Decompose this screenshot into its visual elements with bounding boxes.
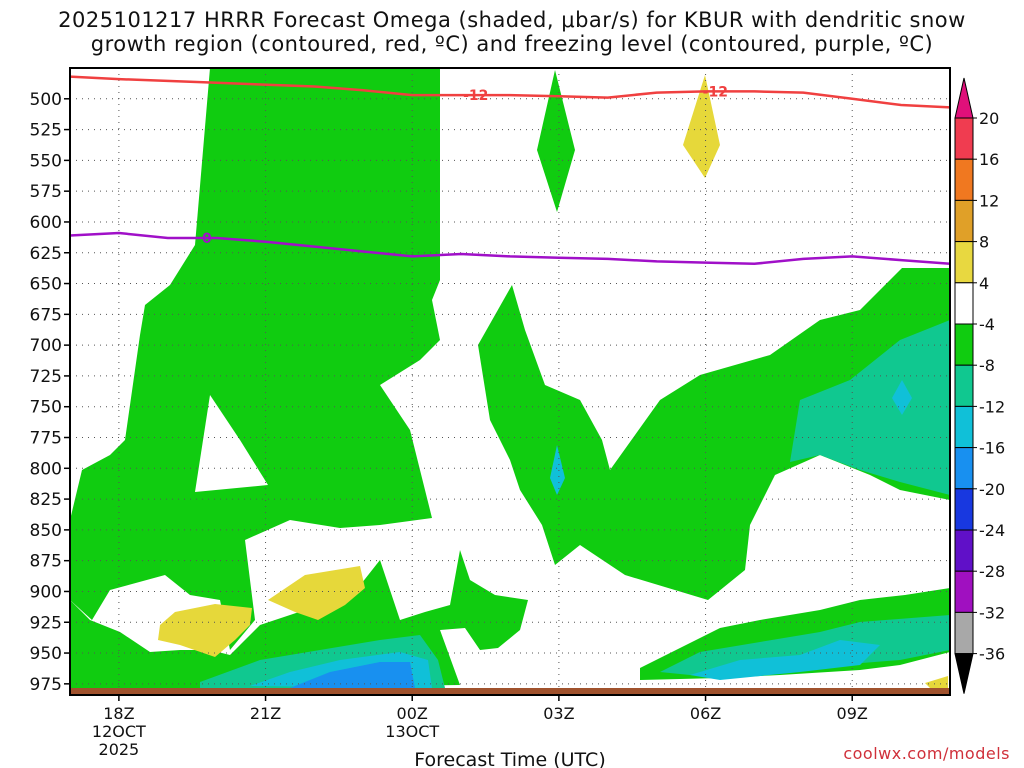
colorbar-swatch-5 <box>954 323 974 366</box>
colorbar-swatch-10 <box>954 529 974 572</box>
x-tick-label-03Z: 03Z <box>543 704 574 723</box>
colorbar-label-9: -20 <box>979 480 1005 499</box>
colorbar-label-13: -36 <box>979 645 1005 664</box>
x-tick-label-21Z: 21Z <box>250 704 281 723</box>
shade-cyan-right <box>892 380 912 415</box>
contour-line-0 <box>69 75 951 109</box>
x-tick-label-18Z: 18Z <box>103 704 134 723</box>
colorbar-label-7: -12 <box>979 397 1005 416</box>
colorbar-swatch-9 <box>954 488 974 531</box>
y-tick-label-600: 600 <box>30 213 62 233</box>
colorbar-label-8: -16 <box>979 439 1005 458</box>
shade-green-upper-left <box>70 68 440 650</box>
x-tick-label-09Z: 09Z <box>837 704 868 723</box>
colorbar-swatch-12 <box>954 611 974 655</box>
shade-blue-bottom <box>290 662 415 688</box>
y-tick-label-850: 850 <box>30 521 62 541</box>
colorbar-swatch-3 <box>954 241 974 284</box>
shade-yellow-2 <box>268 566 365 620</box>
y-tick-label-750: 750 <box>30 398 62 418</box>
shade-yellow-1 <box>158 604 252 657</box>
colorbar-swatch-0 <box>954 117 974 160</box>
colorbar-label-12: -32 <box>979 603 1005 622</box>
y-tick-label-775: 775 <box>30 429 62 449</box>
x-tick-date-00Z: 13OCT <box>385 722 439 741</box>
ground-surface-band <box>70 688 950 695</box>
colorbar-swatch-2 <box>954 199 974 243</box>
x-tick-label-00Z: 00Z <box>397 704 428 723</box>
y-tick-label-975: 975 <box>30 675 62 695</box>
colorbar-label-4: 4 <box>979 274 989 293</box>
shade-teal-right <box>790 320 950 495</box>
colorbar-top-arrow <box>954 77 974 119</box>
y-tick-label-800: 800 <box>30 459 62 479</box>
x-tick-year-18Z: 2025 <box>99 740 140 759</box>
shade-yellow-3 <box>683 75 720 178</box>
shade-teal-small <box>550 445 565 495</box>
contour-label-1-0: 0 <box>202 231 212 247</box>
x-tick-label-06Z: 06Z <box>690 704 721 723</box>
shade-cyan-bottom-right <box>690 640 880 680</box>
shade-white-hole-1 <box>195 395 268 492</box>
shade-teal-bottom-right <box>660 615 950 676</box>
y-tick-label-625: 625 <box>30 244 62 264</box>
y-tick-label-950: 950 <box>30 644 62 664</box>
y-tick-label-675: 675 <box>30 305 62 325</box>
colorbar-swatch-11 <box>954 570 974 613</box>
y-tick-label-500: 500 <box>30 90 62 110</box>
shade-yellow-4 <box>925 676 948 688</box>
chart-title-line1: 2025101217 HRRR Forecast Omega (shaded, … <box>58 8 966 32</box>
y-tick-label-650: 650 <box>30 275 62 295</box>
colorbar-bottom-arrow <box>954 653 974 694</box>
colorbar-swatch-4 <box>954 282 974 325</box>
y-tick-label-525: 525 <box>30 121 62 141</box>
y-tick-label-575: 575 <box>30 182 62 202</box>
omega-shading-layer <box>70 68 950 690</box>
colorbar-label-2: 12 <box>979 191 999 210</box>
colorbar: 20 16 12 8 4 -4 -8 -12 -16 -20 -24 -28 -32 -36 <box>954 77 1005 694</box>
credit-link[interactable]: coolwx.com/models <box>843 744 1010 763</box>
x-tick-date-18Z: 12OCT <box>92 722 146 741</box>
y-tick-label-725: 725 <box>30 367 62 387</box>
x-axis-label: Forecast Time (UTC) <box>414 749 605 768</box>
y-tick-label-825: 825 <box>30 490 62 510</box>
colorbar-swatch-8 <box>954 447 974 490</box>
shade-green-mid <box>478 268 950 600</box>
colorbar-swatch-6 <box>954 364 974 407</box>
contour-line-1 <box>69 231 951 266</box>
contour-label-0-1: -12 <box>703 84 728 100</box>
chart-title-line2: growth region (contoured, red, ºC) and f… <box>90 32 934 56</box>
y-axis: 500 525 550 575 600 625 650 675 700 725 750 775 800 8… <box>30 90 70 695</box>
y-tick-label-700: 700 <box>30 336 62 356</box>
y-tick-label-875: 875 <box>30 552 62 572</box>
plot-frame <box>69 67 951 696</box>
shade-green-upper-right-diamond <box>537 70 575 212</box>
colorbar-label-10: -24 <box>979 521 1005 540</box>
colorbar-label-3: 8 <box>979 233 989 252</box>
colorbar-label-6: -8 <box>979 356 995 375</box>
y-tick-label-925: 925 <box>30 613 62 633</box>
contour-layer: -12 -12 0 <box>69 75 951 266</box>
y-tick-label-550: 550 <box>30 151 62 171</box>
colorbar-label-5: -4 <box>979 315 995 334</box>
y-tick-label-900: 900 <box>30 582 62 602</box>
contour-label-0-0: -12 <box>463 88 488 104</box>
colorbar-swatch-7 <box>954 405 974 449</box>
colorbar-label-0: 20 <box>979 109 999 128</box>
colorbar-label-1: 16 <box>979 150 999 169</box>
colorbar-swatch-1 <box>954 158 974 201</box>
colorbar-label-11: -28 <box>979 562 1005 581</box>
